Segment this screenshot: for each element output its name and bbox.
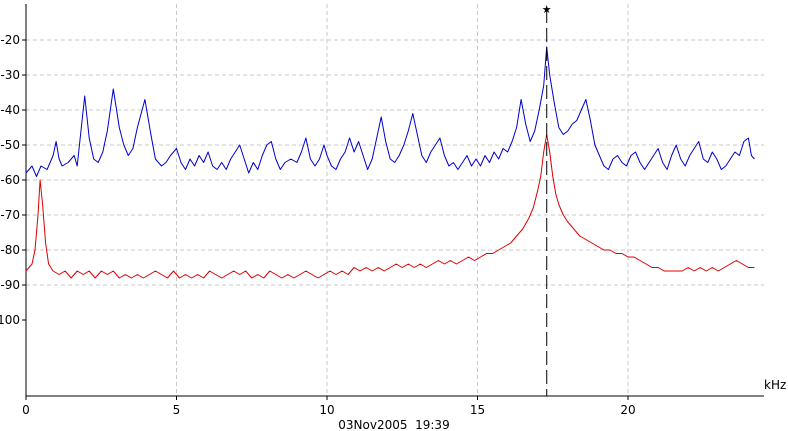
x-tick-label: 0 — [22, 403, 30, 417]
y-tick-label: -60 — [0, 173, 20, 187]
y-tick-label: -80 — [0, 243, 20, 257]
x-unit-label: kHz — [764, 378, 786, 392]
y-tick-label: -30 — [0, 68, 20, 82]
x-tick-label: 15 — [470, 403, 485, 417]
y-tick-label: -100 — [0, 313, 20, 327]
y-tick-label: -40 — [0, 103, 20, 117]
y-tick-label: -20 — [0, 33, 20, 47]
x-tick-label: 20 — [620, 403, 635, 417]
series-line-2 — [25, 134, 755, 279]
x-tick-label: 5 — [173, 403, 181, 417]
y-tick-label: -90 — [0, 278, 20, 292]
grid-lines — [26, 4, 764, 396]
series-layer — [25, 46, 755, 279]
x-tick-labels: 0 5 10 15 20 — [22, 403, 635, 417]
marker-star-icon[interactable]: ★ — [542, 3, 552, 16]
timestamp-label: 03Nov2005 19:39 — [338, 418, 449, 431]
y-tick-labels: -20 -30 -40 -50 -60 -70 -80 -90 -100 — [0, 33, 20, 327]
axes — [22, 4, 764, 400]
series-line-1 — [25, 46, 755, 177]
peak-marker: ★ — [542, 3, 552, 396]
y-tick-label: -50 — [0, 138, 20, 152]
x-tick-label: 10 — [319, 403, 334, 417]
y-tick-label: -70 — [0, 208, 20, 222]
